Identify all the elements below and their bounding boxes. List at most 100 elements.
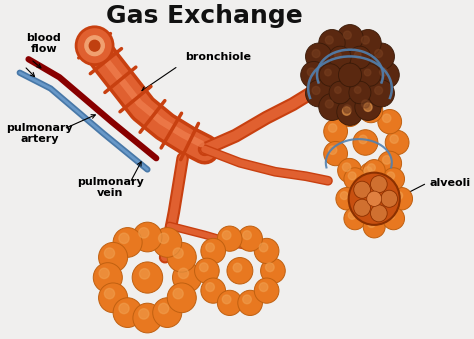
Text: pulmonary
vein: pulmonary vein [77,177,143,198]
Circle shape [364,103,372,112]
Circle shape [381,190,398,207]
Circle shape [365,69,371,76]
Circle shape [364,167,372,175]
Circle shape [368,220,375,227]
Circle shape [337,158,362,183]
Circle shape [383,168,404,190]
Circle shape [173,248,183,258]
Circle shape [153,298,182,327]
Circle shape [363,215,385,238]
Circle shape [373,61,399,88]
Circle shape [104,288,115,299]
Circle shape [201,278,226,303]
Circle shape [243,231,251,240]
Circle shape [383,114,391,122]
Circle shape [353,130,378,155]
Circle shape [383,207,404,230]
Circle shape [238,290,263,316]
Circle shape [337,24,363,52]
Circle shape [324,119,347,143]
Circle shape [312,86,320,95]
Circle shape [194,258,219,283]
Circle shape [133,222,162,252]
Circle shape [349,46,371,69]
Circle shape [368,192,376,200]
Circle shape [324,141,347,166]
Circle shape [359,162,383,186]
Circle shape [391,187,412,210]
Text: alveoli: alveoli [429,178,470,188]
Circle shape [362,36,369,44]
Circle shape [319,29,345,57]
Circle shape [349,173,400,225]
Circle shape [328,146,337,155]
Circle shape [325,69,331,76]
Circle shape [306,43,332,70]
Circle shape [99,283,128,313]
Circle shape [306,80,332,107]
Circle shape [201,238,226,263]
Circle shape [387,212,395,219]
Circle shape [173,263,201,293]
Circle shape [93,263,122,293]
Circle shape [218,226,242,251]
Circle shape [335,52,341,58]
Circle shape [371,205,387,222]
Circle shape [85,36,104,56]
Circle shape [363,160,385,182]
Circle shape [139,309,149,319]
Circle shape [367,191,382,206]
Circle shape [133,303,162,333]
Circle shape [259,283,268,292]
Circle shape [178,268,189,279]
Circle shape [113,298,142,327]
Circle shape [265,263,274,272]
Circle shape [254,278,279,303]
Circle shape [335,87,341,94]
Circle shape [206,243,214,252]
Text: Gas Exchange: Gas Exchange [106,4,303,28]
Circle shape [222,295,231,304]
Circle shape [338,63,362,87]
Circle shape [337,102,362,126]
Circle shape [227,258,253,284]
Circle shape [200,263,208,272]
Circle shape [385,130,409,155]
Circle shape [119,303,129,314]
Circle shape [340,192,348,200]
Circle shape [301,61,327,88]
Circle shape [355,94,381,120]
Circle shape [173,288,183,299]
Circle shape [153,227,182,257]
Circle shape [368,43,394,70]
Circle shape [368,80,394,107]
Circle shape [378,151,401,176]
Text: blood
flow: blood flow [27,33,61,54]
Circle shape [336,61,364,89]
Text: pulmonary
artery: pulmonary artery [6,123,73,144]
Circle shape [139,268,150,279]
Circle shape [139,228,149,238]
Circle shape [344,207,366,230]
Circle shape [259,243,268,252]
Circle shape [368,164,375,172]
Circle shape [206,283,214,292]
Circle shape [336,187,358,210]
Circle shape [342,107,351,115]
Circle shape [328,124,337,132]
Circle shape [319,94,345,120]
Circle shape [319,64,341,86]
Circle shape [307,68,315,76]
Circle shape [362,100,369,108]
Circle shape [374,49,383,58]
Circle shape [233,263,242,272]
Circle shape [395,192,402,200]
Circle shape [348,212,356,219]
Circle shape [354,181,371,198]
Circle shape [359,64,381,86]
Circle shape [104,248,115,258]
Text: bronchiole: bronchiole [185,52,251,62]
Circle shape [363,187,386,211]
Circle shape [329,81,351,104]
Circle shape [387,172,395,180]
